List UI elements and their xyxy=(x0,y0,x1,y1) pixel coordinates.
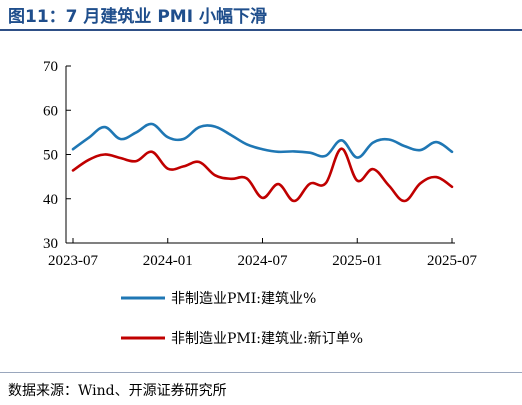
source-note: 数据来源：Wind、开源证券研究所 xyxy=(8,383,227,399)
x-tick-label: 2024-01 xyxy=(143,253,193,269)
series-line-1 xyxy=(71,122,454,159)
y-tick-label: 40 xyxy=(43,192,58,208)
x-tick-label: 2024-07 xyxy=(238,253,288,269)
chart-axes xyxy=(65,66,455,244)
y-tick-label: 60 xyxy=(43,103,58,119)
series-line-2 xyxy=(71,147,454,203)
y-tick-label: 70 xyxy=(43,59,58,75)
y-tick-label: 50 xyxy=(43,148,58,164)
legend: 非制造业PMI:建筑业% 非制造业PMI:建筑业:新订单% xyxy=(121,291,363,347)
legend-label-1: 非制造业PMI:建筑业% xyxy=(171,291,316,307)
x-axis-ticks: 2023-07 2024-01 2024-07 2025-01 2025-07 xyxy=(48,238,477,269)
title-rule xyxy=(0,29,522,31)
figure-title: 图11：7 月建筑业 PMI 小幅下滑 xyxy=(8,7,267,27)
legend-label-2: 非制造业PMI:建筑业:新订单% xyxy=(171,331,363,347)
x-tick-label: 2025-07 xyxy=(427,253,477,269)
x-tick-label: 2025-01 xyxy=(332,253,382,269)
x-tick-label: 2023-07 xyxy=(48,253,98,269)
y-tick-label: 30 xyxy=(43,236,58,252)
source-rule xyxy=(0,372,522,373)
y-axis-ticks: 30 40 50 60 70 xyxy=(43,59,71,252)
series-lines xyxy=(71,122,454,203)
